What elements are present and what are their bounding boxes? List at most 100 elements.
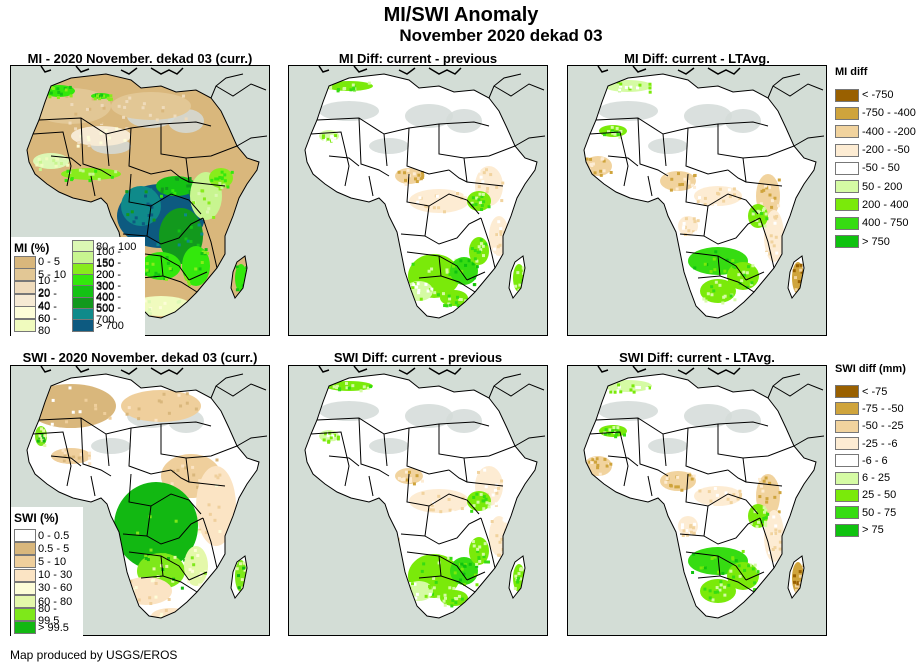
pixel [472,544,476,548]
pixel [751,212,755,216]
pixel [481,499,485,503]
legend-label: < -75 [862,385,888,398]
legend-swatch [14,293,36,307]
pixel [491,493,495,497]
pixel [437,494,441,498]
pixel [473,573,477,577]
pixel [485,190,489,194]
pixel [48,95,52,99]
pixel [173,555,177,559]
pixel [778,547,782,551]
pixel [777,510,781,514]
pixel [336,435,340,439]
country-border [767,373,824,399]
pixel [448,297,452,301]
pixel [177,393,181,397]
nodata-patch [446,109,482,133]
pixel [472,495,476,499]
country-border [122,533,148,537]
pixel [604,428,608,432]
pixel [703,202,707,206]
country-border [383,433,388,467]
pixel [516,580,520,584]
pixel [442,599,446,603]
pixel [94,403,98,407]
coastline [230,255,248,299]
pixel [410,582,414,586]
pixel [753,563,757,567]
pixel [193,548,197,552]
pixel [38,168,42,172]
country-border [463,457,504,487]
pixel [430,592,434,596]
pixel [86,135,90,139]
value-region [700,279,736,303]
legend-item: < -750 [835,86,916,104]
pixel [72,455,76,459]
pixel [186,239,190,243]
pixel [189,225,193,229]
pixel [170,482,174,486]
pixel [731,557,735,561]
country-border [637,417,669,477]
pixel [599,169,603,173]
pixel [464,263,468,267]
legend-item: -25 - -6 [835,435,906,452]
pixel [765,497,769,501]
pixel [93,97,97,101]
country-border [703,205,761,245]
pixel [200,260,204,264]
pixel [619,390,623,394]
legend-label: 50 - 75 [862,506,897,519]
pixel [402,478,406,482]
nodata-patch [405,404,453,428]
country-border [438,255,476,293]
coastline [26,73,260,319]
pixel [774,531,778,535]
country-border [128,173,202,215]
pixel [758,222,762,226]
pixel [180,586,184,590]
pixel [456,304,460,308]
pixel [485,168,489,172]
legend-item: 200 - 400 [835,196,916,214]
country-border [236,435,268,447]
pixel [756,570,760,574]
pixel [765,217,769,221]
pixel [472,283,476,287]
pixel [414,596,418,600]
pixel [732,265,736,269]
pixel [687,181,691,185]
pixel [692,531,696,535]
pixel [427,269,431,273]
africa-map [568,66,826,335]
pixel [648,86,652,90]
pixel [477,470,481,474]
pixel [144,190,148,194]
pixel [115,127,119,131]
pixel [177,243,181,247]
legend-label: 6 - 25 [862,472,891,485]
nodata-patch [648,438,688,454]
pixel [500,479,504,483]
pixel [186,580,190,584]
pixel [762,516,766,520]
pixel [397,476,401,480]
pixel [761,489,765,493]
pixel [369,385,373,389]
pixel [678,183,682,187]
pixel [123,138,127,142]
pixel [56,157,60,161]
pixel [432,576,436,580]
pixel [36,439,40,443]
pixel [235,567,239,571]
pixel [188,189,192,193]
country-border [685,127,729,175]
pixel [467,259,471,263]
pixel [207,207,211,211]
pixel [94,407,98,411]
nodata-patch [446,409,482,433]
legend-swatch [14,306,36,320]
pixel [598,472,602,476]
pixel [475,564,479,568]
